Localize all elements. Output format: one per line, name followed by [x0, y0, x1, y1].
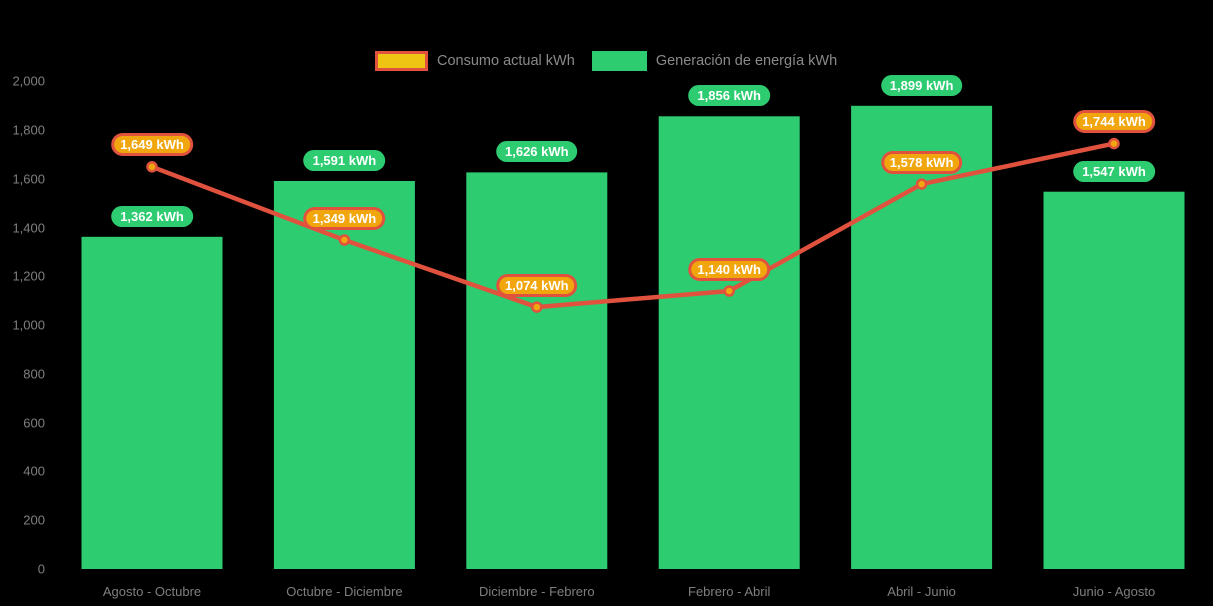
y-axis-tick-label: 600	[23, 415, 45, 431]
x-axis-label: Diciembre - Febrero	[479, 584, 595, 599]
consumption-point	[531, 301, 543, 313]
x-axis-label: Abril - Junio	[887, 584, 956, 599]
generation-value-label: 1,362 kWh	[111, 205, 193, 227]
generation-bar	[81, 236, 223, 570]
y-axis-tick-label: 1,800	[12, 122, 45, 138]
legend-item-consumo-actual[interactable]: Consumo actual kWh	[375, 51, 575, 71]
generation-value-label: 1,591 kWh	[303, 150, 386, 171]
consumption-point	[146, 161, 158, 173]
consumption-point	[338, 234, 351, 246]
generation-value-label: 1,626 kWh	[496, 141, 578, 163]
generation-bar	[466, 172, 608, 569]
y-axis-tick-label: 2,000	[12, 73, 45, 89]
generation-bar	[1043, 191, 1185, 569]
x-axis-label: Junio - Agosto	[1072, 584, 1156, 599]
y-axis-tick-label: 1,400	[12, 220, 45, 235]
consumption-point	[1108, 137, 1120, 150]
x-axis-label: Agosto - Octubre	[102, 584, 202, 599]
consumption-point	[723, 285, 735, 297]
generation-value-label: 1,547 kWh	[1073, 160, 1155, 182]
y-axis-tick-label: 0	[37, 561, 45, 577]
x-axis-label: Octubre - Diciembre	[286, 584, 403, 599]
chart-legend: Consumo actual kWh Generación de energía…	[375, 51, 837, 71]
consumption-value-label: 1,578 kWh	[880, 150, 963, 174]
legend-label-consumo: Consumo actual kWh	[437, 53, 575, 69]
y-axis-tick-label: 400	[23, 463, 45, 479]
consumo-line-swatch-icon	[375, 51, 428, 71]
consumption-value-label: 1,140 kWh	[688, 257, 770, 281]
generation-value-label: 1,856 kWh	[688, 85, 770, 107]
legend-item-generacion[interactable]: Generación de energía kWh	[591, 51, 838, 71]
consumption-value-label: 1,744 kWh	[1073, 110, 1155, 134]
legend-label-generacion: Generación de energía kWh	[655, 53, 838, 69]
generation-bar	[658, 116, 800, 570]
y-axis-tick-label: 1,200	[12, 268, 45, 284]
consumption-value-label: 1,349 kWh	[303, 206, 386, 230]
consumption-point	[915, 178, 928, 190]
x-axis-label: Febrero - Abril	[688, 584, 771, 599]
consumption-value-label: 1,074 kWh	[496, 273, 578, 297]
y-axis-tick-label: 800	[23, 366, 45, 382]
y-axis-tick-label: 1,600	[12, 171, 45, 187]
y-axis-tick-label: 1,000	[12, 317, 45, 333]
y-axis-tick-label: 200	[23, 512, 45, 528]
consumption-value-label: 1,649 kWh	[111, 133, 193, 157]
generation-value-label: 1,899 kWh	[880, 74, 963, 96]
generacion-bar-swatch-icon	[591, 51, 647, 71]
